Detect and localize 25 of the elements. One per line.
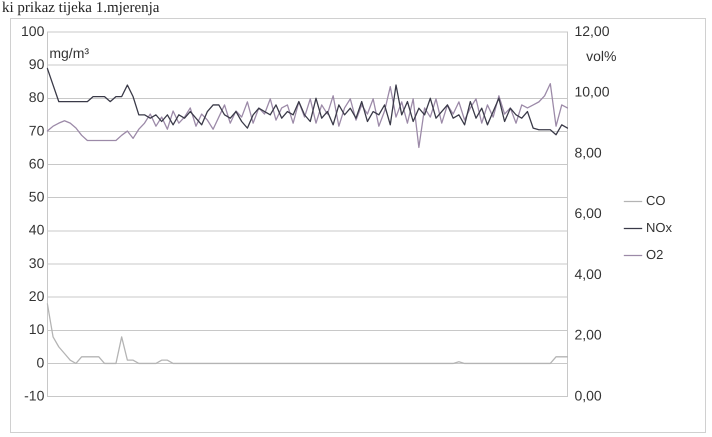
chart-title: ki prikaz tijeka 1.mjerenja (2, 0, 160, 17)
y-tick-label: -10 (24, 387, 45, 404)
y-tick-label: 30 (28, 254, 45, 271)
y-tick-label: 90 (28, 56, 45, 72)
y-tick-label: 40 (28, 222, 45, 238)
legend-label: NOx (646, 220, 672, 236)
y2-tick-label: 6,00 (574, 205, 602, 222)
y-tick-label: 20 (28, 288, 45, 304)
y-tick-label: 0 (36, 354, 45, 370)
y-tick-label: 10 (28, 321, 45, 338)
y-tick-label: 50 (28, 188, 45, 205)
y-tick-label: 70 (28, 122, 45, 138)
legend-label: CO (646, 193, 666, 208)
y-tick-label: 80 (28, 89, 45, 106)
y-axis-title: mg/m³ (49, 44, 90, 61)
y2-tick-label: 12,00 (574, 22, 610, 39)
y2-tick-label: 4,00 (574, 266, 602, 282)
legend-label: O2 (646, 247, 664, 262)
y-tick-label: 60 (28, 155, 45, 172)
y-tick-label: 100 (21, 22, 45, 39)
y2-axis-title: vol% (586, 48, 616, 64)
y2-tick-label: 2,00 (574, 326, 602, 343)
y2-tick-label: 0,00 (574, 387, 602, 404)
y2-tick-label: 10,00 (574, 84, 610, 100)
y2-tick-label: 8,00 (574, 144, 602, 160)
